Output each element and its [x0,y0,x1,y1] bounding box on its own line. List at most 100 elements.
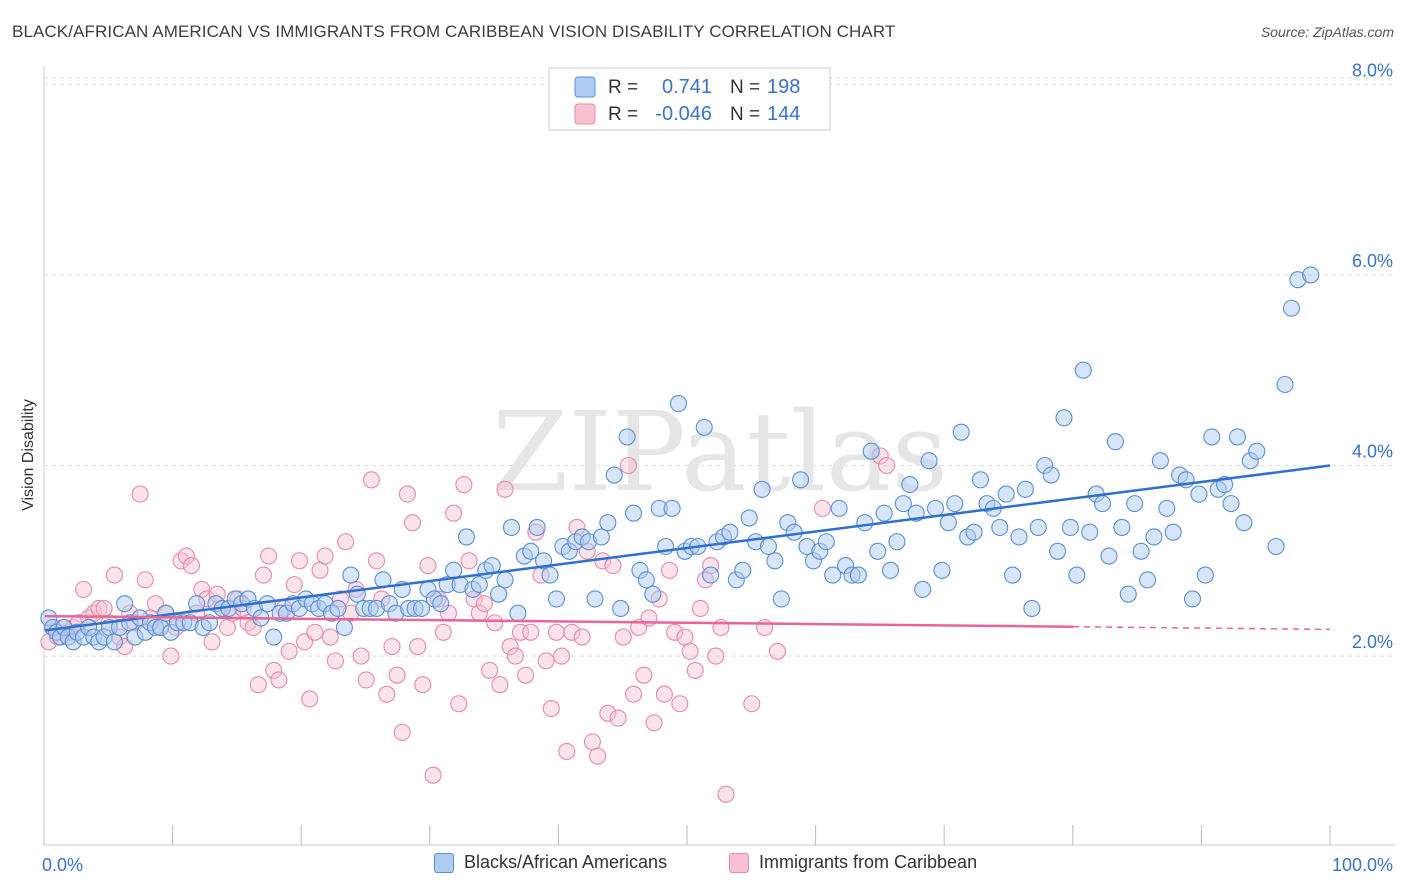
data-point-blacks [888,533,906,551]
data-point-caribbean [686,661,704,679]
data-point-caribbean [414,676,432,694]
data-point-caribbean [301,690,319,708]
data-point-blacks [1132,542,1150,560]
data-point-caribbean [177,547,195,565]
legend-n-label-1: N = [730,77,760,98]
data-point-caribbean [254,566,273,584]
data-point-caribbean [717,785,735,803]
data-point-blacks [753,480,771,498]
data-point-blacks [971,471,990,489]
data-point-blacks [1126,495,1144,513]
data-point-caribbean [537,652,555,670]
legend-r-label-1: R = [608,77,638,98]
data-point-caribbean [547,623,565,641]
data-point-caribbean [460,552,478,570]
data-point-caribbean [599,704,617,722]
data-point-blacks [1004,566,1022,584]
data-point-blacks [1029,518,1047,536]
data-point-blacks [1049,542,1067,560]
data-point-blacks [740,509,758,527]
data-point-blacks [875,504,893,522]
legend-n-value-1: 198 [767,76,800,98]
x-tick-label: 100.0% [1332,855,1393,875]
data-point-blacks [592,528,610,546]
data-point-blacks [1164,523,1182,541]
data-point-caribbean [573,628,591,646]
data-point-caribbean [542,699,560,718]
data-point-blacks [541,566,559,584]
data-point-caribbean [311,561,329,579]
data-point-blacks [965,523,983,541]
data-point-blacks [695,418,713,436]
data-point-caribbean [367,552,386,570]
data-point-blacks [862,442,880,460]
data-point-blacks [457,528,476,546]
data-point-caribbean [352,647,370,665]
data-point-blacks [329,599,347,618]
data-point-caribbean [691,599,709,618]
data-point-blacks [1100,547,1118,565]
data-point-caribbean [676,628,694,646]
data-point-caribbean [445,504,463,522]
data-point-caribbean [321,628,339,646]
data-point-blacks [759,537,778,556]
data-point-blacks [547,590,565,608]
data-point-caribbean [105,566,123,584]
data-point-blacks [869,542,887,560]
data-point-caribbean [878,456,896,475]
data-point-blacks [849,566,867,584]
data-point-blacks [342,566,360,584]
data-point-caribbean [378,685,396,703]
data-point-caribbean [743,695,761,713]
data-point-caribbean [388,666,406,684]
y-tick-label: 8.0% [1352,60,1393,80]
data-point-blacks [1010,528,1028,546]
data-point-blacks [926,499,945,517]
trend-layer [44,464,1331,632]
data-point-caribbean [491,676,509,694]
data-point-blacks [1068,566,1086,584]
data-point-blacks [766,552,784,570]
data-point-blacks [105,633,123,651]
source-label: Source: ZipAtlas.com [1260,24,1394,40]
data-point-caribbean [326,652,344,670]
grid-layer [44,77,1395,657]
data-point-caribbean [666,623,684,641]
data-point-blacks [618,428,636,446]
data-point-caribbean [172,552,190,570]
data-point-blacks [432,595,450,613]
data-point-blacks [702,566,720,584]
data-point-caribbean [517,666,535,684]
data-point-blacks [1203,428,1221,446]
data-point-blacks [792,471,810,489]
data-point-caribbean [486,614,504,632]
data-point-caribbean [162,647,180,665]
data-point-blacks [1282,299,1300,317]
data-point-caribbean [563,623,581,641]
data-point-blacks [528,518,546,536]
data-point-caribbean [496,480,514,498]
legend-swatch-blue [574,76,596,98]
legend-item-caribbean: Immigrants from Caribbean [729,852,977,873]
data-point-caribbean [768,642,787,660]
chart-title: BLACK/AFRICAN AMERICAN VS IMMIGRANTS FRO… [12,22,896,41]
data-point-caribbean [635,666,653,684]
data-point-blacks [1074,361,1092,379]
data-point-caribbean [450,695,468,713]
trendline-caribbean [44,614,1074,628]
data-point-blacks [830,499,848,517]
data-point-caribbean [285,576,303,594]
data-point-caribbean [553,647,571,665]
data-point-caribbean [522,623,540,641]
data-point-caribbean [290,552,308,570]
data-point-caribbean [434,623,452,641]
data-point-caribbean [398,485,416,503]
data-point-caribbean [624,685,643,703]
data-point-blacks [522,542,540,560]
data-point-caribbean [337,533,355,551]
data-point-caribbean [558,742,576,760]
axis-layer: 2.0% 4.0% 6.0% 8.0% 0.0% 100.0% [42,60,1395,875]
data-point-caribbean [249,676,267,694]
data-point-caribbean [424,766,442,784]
data-point-blacks [939,514,957,532]
